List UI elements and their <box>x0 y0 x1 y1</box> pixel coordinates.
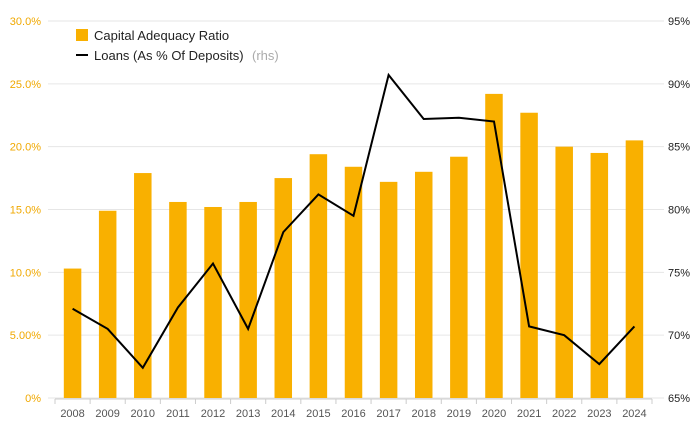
legend-label-capital-adequacy: Capital Adequacy Ratio <box>94 28 229 43</box>
right-tick-label: 70% <box>668 330 690 342</box>
legend-swatch-capital-adequacy <box>76 29 88 41</box>
x-tick-label: 2019 <box>447 408 471 420</box>
right-tick-label: 95% <box>668 16 690 28</box>
bar-2018 <box>414 171 433 398</box>
left-y-axis: 0% 5.00% 10.0% 15.0% 20.0% 25.0% 30.0% <box>10 16 41 405</box>
bar-series-capital-adequacy <box>63 93 644 399</box>
x-tick-label: 2012 <box>201 408 225 420</box>
bar-2016 <box>344 166 363 398</box>
x-tick-label: 2009 <box>95 408 119 420</box>
right-tick-label: 80% <box>668 205 690 217</box>
left-tick-label: 10.0% <box>10 267 41 279</box>
bar-2015 <box>309 154 328 398</box>
right-y-axis: 65% 70% 75% 80% 85% 90% 95% <box>668 16 690 405</box>
x-tick-label: 2024 <box>622 408 646 420</box>
bar-2014 <box>274 178 293 398</box>
left-tick-label: 5.00% <box>10 330 41 342</box>
bar-2021 <box>520 112 538 398</box>
right-tick-label: 75% <box>668 267 690 279</box>
legend-label-loans-suffix: (rhs) <box>252 48 279 63</box>
bar-2009 <box>98 210 117 398</box>
x-axis: 2008 2009 2010 2011 2012 2013 2014 2015 2016 2017… <box>54 398 653 420</box>
bar-2013 <box>239 201 257 398</box>
right-tick-label: 85% <box>668 142 690 154</box>
x-tick-label: 2021 <box>517 408 541 420</box>
bar-2022 <box>555 146 573 398</box>
x-tick-label: 2017 <box>376 408 400 420</box>
right-tick-label: 90% <box>668 79 690 91</box>
bar-2019 <box>450 156 468 398</box>
left-tick-label: 0% <box>25 393 41 405</box>
bar-2010 <box>134 173 152 398</box>
line-series-loans <box>72 72 636 370</box>
x-tick-label: 2014 <box>271 408 295 420</box>
bar-2024 <box>625 140 644 398</box>
x-tick-label: 2008 <box>60 408 84 420</box>
left-tick-label: 30.0% <box>10 16 41 28</box>
legend-label-loans: Loans (As % Of Deposits) <box>94 48 244 63</box>
x-tick-label: 2022 <box>552 408 576 420</box>
x-tick-label: 2010 <box>131 408 155 420</box>
left-tick-label: 15.0% <box>10 205 41 217</box>
x-tick-label: 2013 <box>236 408 260 420</box>
bar-2017 <box>379 181 398 398</box>
x-tick-label: 2020 <box>482 408 506 420</box>
bar-2012 <box>204 206 222 398</box>
left-tick-label: 20.0% <box>10 142 41 154</box>
x-tick-label: 2011 <box>166 408 190 420</box>
left-tick-label: 25.0% <box>10 79 41 91</box>
x-tick-label: 2023 <box>587 408 611 420</box>
right-tick-label: 65% <box>668 393 690 405</box>
bar-2023 <box>590 152 609 398</box>
x-tick-label: 2018 <box>411 408 435 420</box>
legend-label-loans-group: Loans (As % Of Deposits) (rhs) <box>94 47 279 64</box>
bar-2008 <box>63 268 82 398</box>
legend: Capital Adequacy Ratio Loans (As % Of De… <box>76 28 279 64</box>
bar-2011 <box>169 201 187 398</box>
loans-line <box>72 72 636 370</box>
x-tick-label: 2016 <box>341 408 365 420</box>
x-tick-label: 2015 <box>306 408 330 420</box>
bar-2020 <box>485 93 503 399</box>
